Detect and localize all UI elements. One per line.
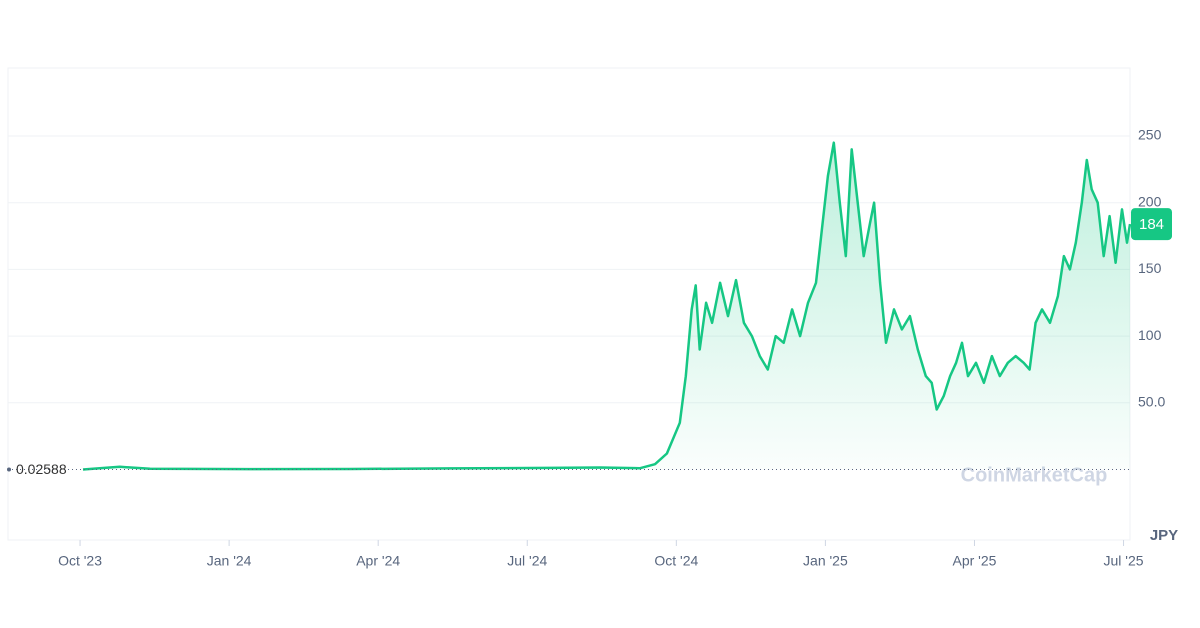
reference-dot (7, 467, 11, 472)
current-price-label: 184 (1139, 216, 1164, 233)
x-tick-label: Jul '25 (1104, 553, 1144, 569)
x-tick-label: Oct '23 (58, 553, 102, 569)
reference-label: 0.02588 (16, 461, 67, 477)
y-tick-label: 50.0 (1138, 394, 1165, 410)
y-tick-label: 150 (1138, 260, 1162, 276)
x-tick-label: Jul '24 (507, 553, 547, 569)
x-tick-label: Jan '24 (207, 553, 252, 569)
y-tick-label: 250 (1138, 127, 1162, 143)
x-tick-label: Apr '25 (953, 553, 997, 569)
y-tick-label: 200 (1138, 193, 1162, 209)
currency-label: JPY (1150, 527, 1178, 544)
x-tick-label: Apr '24 (356, 553, 400, 569)
area (83, 142, 1130, 470)
y-tick-label: 100 (1138, 327, 1162, 343)
x-tick-label: Jan '25 (803, 553, 848, 569)
price-line (82, 141, 1132, 471)
current-price-tag (1131, 208, 1172, 241)
x-tick-label: Oct '24 (654, 553, 698, 569)
watermark: CoinMarketCap (961, 464, 1108, 486)
